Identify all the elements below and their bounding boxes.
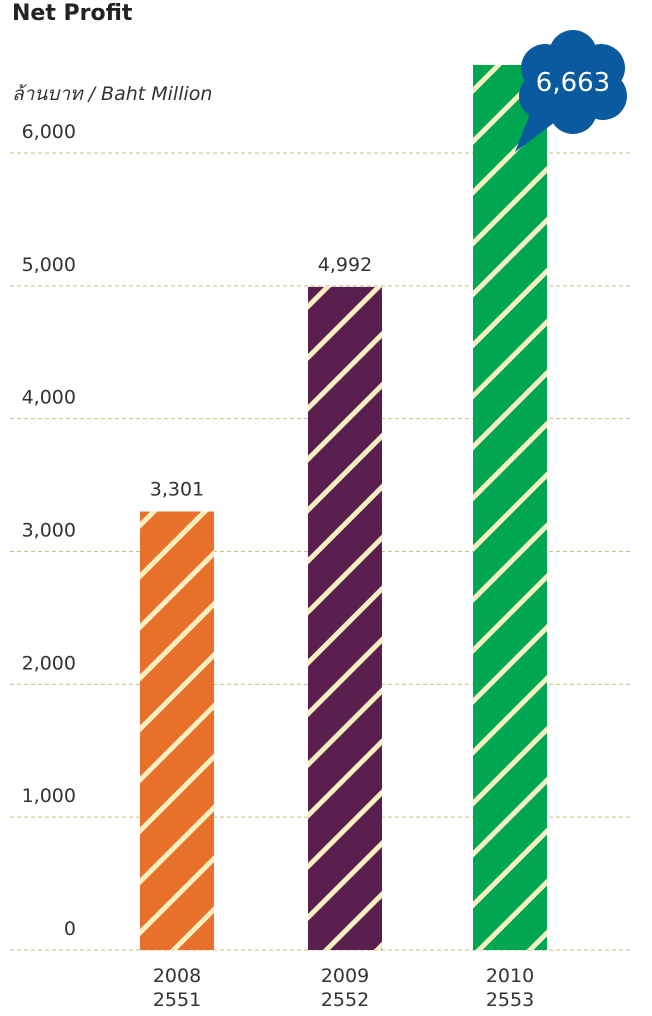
value-label: 4,992 [318,254,372,276]
x-tick-label: 2009 [321,965,369,987]
value-label: 6,663 [536,68,610,98]
y-tick-label: 2,000 [22,652,76,674]
x-tick-label: 2553 [486,989,534,1011]
x-tick-label: 2551 [153,989,201,1011]
y-tick-label: 5,000 [22,254,76,276]
y-tick-label: 4,000 [22,387,76,409]
y-tick-label: 1,000 [22,785,76,807]
bubble-lobe [549,30,597,78]
chart-title: Net Profit [12,1,133,26]
x-tick-label: 2552 [321,989,369,1011]
bar [308,286,382,950]
value-label: 3,301 [150,479,204,501]
y-tick-label: 6,000 [22,121,76,143]
y-tick-label: 0 [64,918,76,940]
x-tick-label: 2010 [486,965,534,987]
y-tick-label: 3,000 [22,520,76,542]
bubble-tail [515,107,555,152]
bar [473,64,547,950]
bar [140,511,214,950]
x-tick-label: 2008 [153,965,201,987]
value-bubble: 6,663 [515,30,627,152]
bubble-lobe [549,86,597,134]
y-axis-label: ล้านบาท / Baht Million [12,83,212,105]
